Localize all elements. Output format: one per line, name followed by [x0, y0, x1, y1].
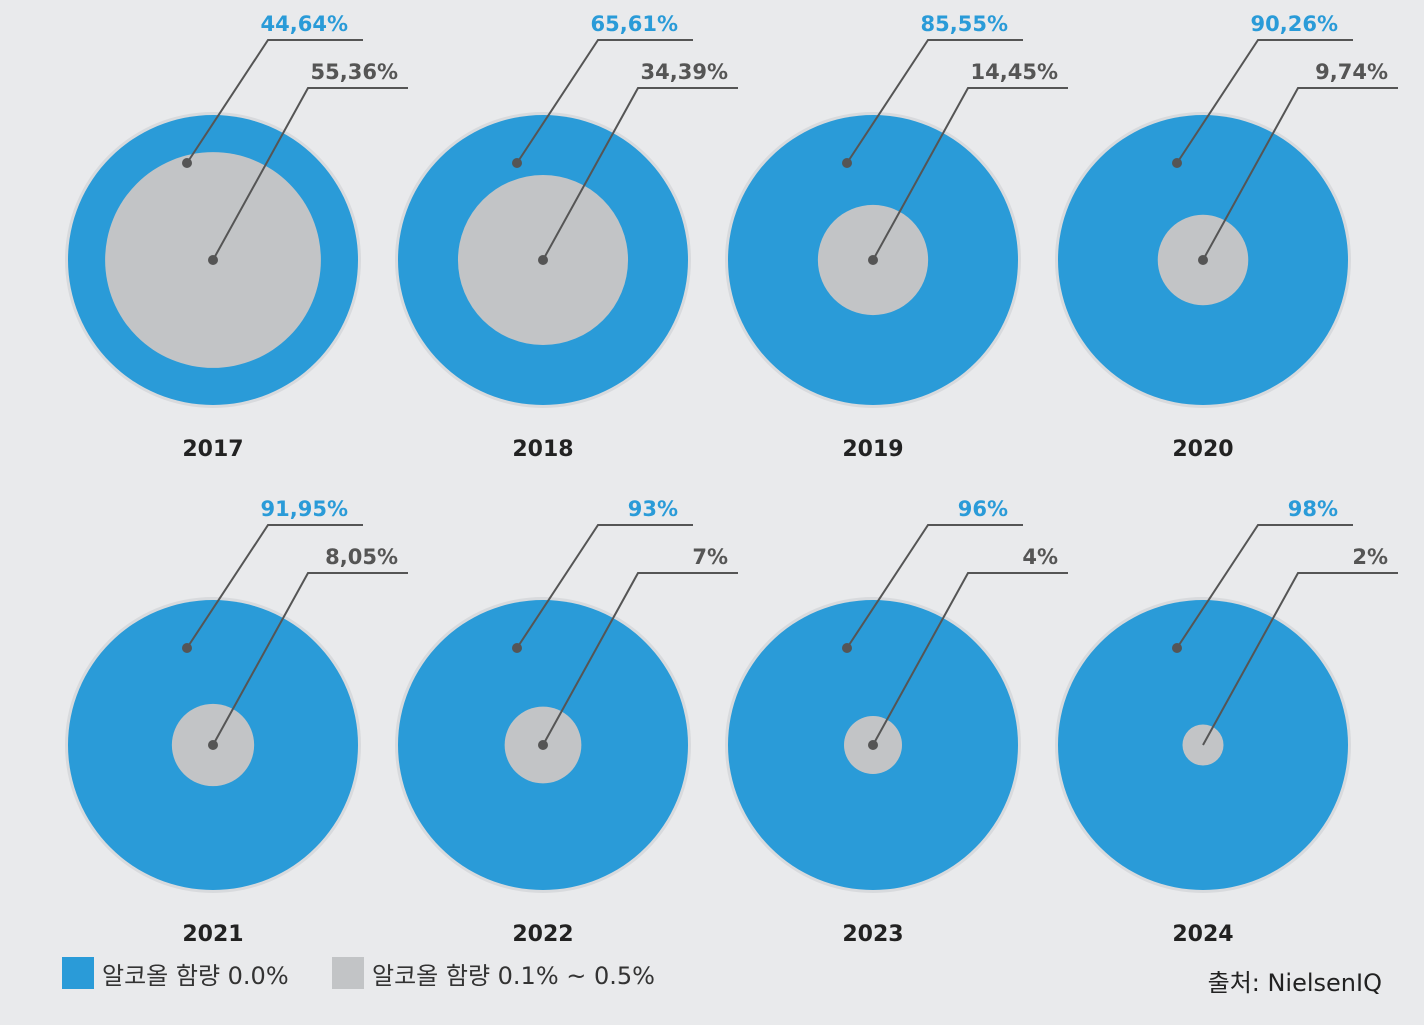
low-share-label-2020: 9,74%	[1315, 60, 1388, 84]
zero-share-label-2024: 98%	[1288, 497, 1338, 521]
low-share-label-2019: 14,45%	[971, 60, 1058, 84]
leader-line-low-2018	[542, 87, 738, 261]
leader-dot-zero-2024	[1172, 643, 1182, 653]
leader-dot-zero-2018	[512, 158, 522, 168]
low-share-label-2017: 55,36%	[311, 60, 398, 84]
leader-line-low-2021	[212, 572, 408, 746]
leader-line-low-2020	[1202, 87, 1398, 261]
legend-item-zero: 알코올 함량 0.0%	[62, 955, 289, 991]
leader-dot-zero-2021	[182, 643, 192, 653]
year-label-2024: 2024	[1172, 922, 1233, 947]
leader-line-low-2017	[212, 87, 408, 261]
leader-line-zero-2020	[1176, 39, 1353, 164]
year-label-2023: 2023	[842, 922, 903, 947]
zero-share-label-2019: 85,55%	[921, 12, 1008, 36]
leader-line-zero-2024	[1176, 524, 1353, 649]
leader-line-zero-2019	[846, 39, 1023, 164]
low-share-label-2018: 34,39%	[641, 60, 728, 84]
zero-share-label-2021: 91,95%	[261, 497, 348, 521]
leader-line-low-2019	[872, 87, 1068, 261]
leader-line-zero-2023	[846, 524, 1023, 649]
legend-swatch-low	[332, 957, 364, 989]
leader-line-low-2023	[872, 572, 1068, 746]
low-share-label-2021: 8,05%	[325, 545, 398, 569]
source-note: 출처: NielsenIQ	[1207, 969, 1382, 997]
zero-share-label-2020: 90,26%	[1251, 12, 1338, 36]
leader-dot-low-2020	[1198, 255, 1208, 265]
zero-share-label-2023: 96%	[958, 497, 1008, 521]
year-label-2021: 2021	[182, 922, 243, 947]
year-label-2017: 2017	[182, 437, 243, 462]
leader-dot-zero-2023	[842, 643, 852, 653]
year-label-2020: 2020	[1172, 437, 1233, 462]
leader-line-low-2022	[542, 572, 738, 746]
zero-share-label-2022: 93%	[628, 497, 678, 521]
legend-label-zero: 알코올 함량 0.0%	[102, 961, 289, 990]
leader-dot-low-2021	[208, 740, 218, 750]
leader-line-zero-2017	[186, 39, 363, 164]
low-share-label-2024: 2%	[1352, 545, 1388, 569]
leader-dot-low-2022	[538, 740, 548, 750]
leader-dot-zero-2017	[182, 158, 192, 168]
leader-dot-zero-2019	[842, 158, 852, 168]
leader-dot-low-2019	[868, 255, 878, 265]
year-label-2022: 2022	[512, 922, 573, 947]
low-share-label-2023: 4%	[1022, 545, 1058, 569]
leader-dot-zero-2022	[512, 643, 522, 653]
leader-dot-low-2017	[208, 255, 218, 265]
zero-share-label-2017: 44,64%	[261, 12, 348, 36]
leader-line-zero-2021	[186, 524, 363, 649]
leader-dot-low-2018	[538, 255, 548, 265]
zero-share-label-2018: 65,61%	[591, 12, 678, 36]
legend-swatch-zero	[62, 957, 94, 989]
legend-item-low: 알코올 함량 0.1% ~ 0.5%	[332, 955, 655, 991]
year-label-2019: 2019	[842, 437, 903, 462]
leader-dot-zero-2020	[1172, 158, 1182, 168]
leader-line-low-2024	[1202, 572, 1398, 746]
legend-label-low: 알코올 함량 0.1% ~ 0.5%	[372, 961, 655, 990]
leader-dot-low-2023	[868, 740, 878, 750]
year-label-2018: 2018	[512, 437, 573, 462]
leader-line-zero-2022	[516, 524, 693, 649]
low-share-label-2022: 7%	[692, 545, 728, 569]
leader-line-zero-2018	[516, 39, 693, 164]
